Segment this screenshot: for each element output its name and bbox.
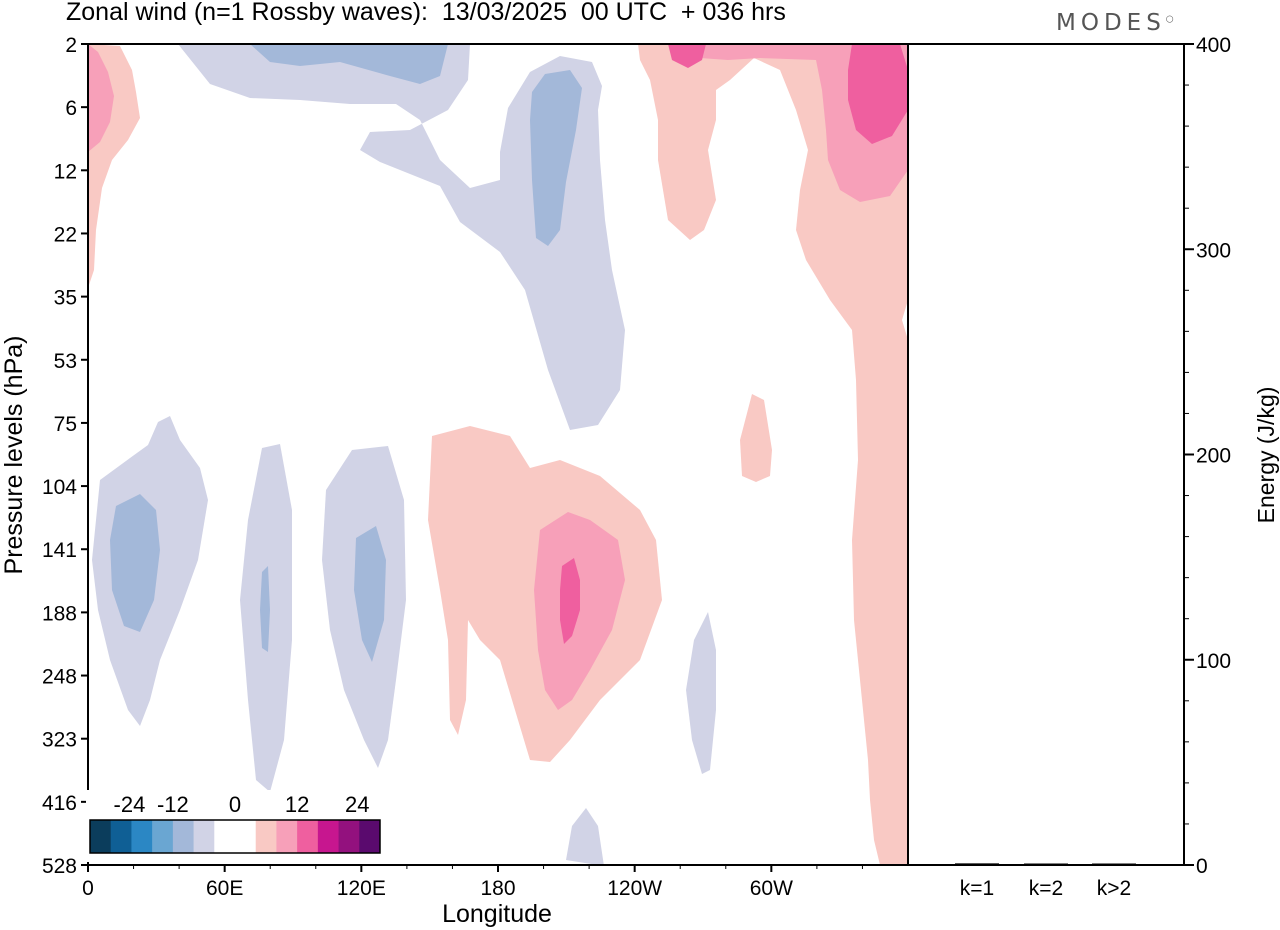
y-tick-label: 22 — [54, 223, 77, 246]
contour-neg-bottom — [566, 808, 604, 865]
contour-neg-60e-core — [260, 566, 270, 652]
y-tick-label: 416 — [42, 792, 77, 815]
energy-bar — [955, 863, 999, 865]
y-tick-label: 6 — [65, 97, 77, 120]
colorbar-frame — [89, 819, 381, 854]
colorbar-swatch — [338, 820, 360, 853]
colorbar-swatch — [90, 820, 112, 853]
energy-axis: 0 100 200 300 400 — [1184, 34, 1231, 878]
y-tick-label: 53 — [54, 350, 77, 373]
energy-tick-label: 400 — [1196, 34, 1231, 57]
colorbar-swatch — [359, 820, 381, 853]
colorbar-swatch — [152, 820, 174, 853]
x-tick-label: 0 — [82, 877, 94, 900]
y-tick-label: 12 — [54, 160, 77, 183]
colorbar-tick-label: -24 — [114, 792, 146, 817]
x-tick-label: 60W — [750, 877, 793, 900]
contour-pos-top-small — [668, 44, 706, 68]
energy-category-label: k=2 — [1029, 877, 1063, 900]
colorbar-tick-label: 24 — [345, 792, 369, 817]
y-tick-label: 248 — [42, 666, 77, 689]
energy-bar — [1092, 863, 1136, 865]
energy-bar — [1024, 863, 1068, 865]
y-tick-label: 323 — [42, 729, 77, 752]
contour-neg-top-inner — [250, 44, 448, 84]
contour-pos-180-core — [560, 558, 580, 644]
colorbar-swatch — [193, 820, 215, 853]
colorbar-swatch — [276, 820, 298, 853]
colorbar: -24 -12 0 12 24 — [86, 790, 384, 862]
longitude-axis: 0 60E 120E 180 120W 60W — [82, 865, 863, 900]
y-tick-label: 188 — [42, 602, 77, 625]
contour-neg-60w — [686, 612, 716, 774]
y-tick-label: 75 — [54, 413, 77, 436]
energy-tick-label: 300 — [1196, 239, 1231, 262]
contour-pos-upper-right-core — [848, 44, 908, 144]
colorbar-swatch — [172, 820, 195, 853]
contour-pos-upper-left-inner — [88, 44, 114, 152]
x-tick-label: 180 — [480, 877, 515, 900]
energy-tick-label: 200 — [1196, 445, 1231, 468]
energy-axis-label: Energy (J/kg) — [1253, 387, 1279, 524]
colorbar-swatch — [235, 820, 257, 853]
energy-bars: k=1 k=2 k>2 — [955, 863, 1136, 900]
colorbar-tick-label: 0 — [229, 792, 241, 817]
x-axis-label: Longitude — [442, 900, 552, 928]
x-tick-label: 120E — [337, 877, 386, 900]
y-axis-label: Pressure levels (hPa) — [0, 336, 28, 575]
energy-category-label: k=1 — [960, 877, 994, 900]
y-tick-label: 528 — [42, 855, 77, 878]
chart-title: Zonal wind (n=1 Rossby waves): 13/03/202… — [66, 0, 786, 26]
x-tick-label: 60E — [206, 877, 243, 900]
colorbar-swatch — [317, 820, 340, 853]
colorbar-swatch — [255, 820, 277, 853]
colorbar-swatch — [297, 820, 319, 853]
y-tick-label: 35 — [54, 287, 77, 310]
contour-neg-left-core — [110, 494, 160, 632]
y-tick-label: 141 — [42, 539, 77, 562]
brand-logo: MODES○ — [1056, 10, 1174, 36]
energy-category-label: k>2 — [1097, 877, 1131, 900]
contour-pos-upper-right — [638, 44, 908, 865]
energy-tick-label: 0 — [1196, 855, 1208, 878]
colorbar-tick-label: -12 — [157, 792, 189, 817]
colorbar-swatch — [110, 820, 132, 853]
colorbar-tick-label: 12 — [285, 792, 309, 817]
energy-tick-label: 100 — [1196, 650, 1231, 673]
pressure-axis: 2 6 12 22 35 53 75 104 141 188 248 323 416 528 — [42, 34, 88, 878]
contour-field — [88, 44, 908, 865]
contour-neg-120e-core — [354, 526, 386, 662]
contour-neg-core-180 — [530, 70, 582, 246]
contour-neg-top-band — [178, 44, 625, 430]
energy-panel-frame — [907, 43, 1185, 866]
x-tick-label: 120W — [607, 877, 662, 900]
colorbar-swatch — [131, 820, 153, 853]
y-tick-label: 2 — [65, 34, 77, 57]
colorbar-swatch — [214, 820, 236, 853]
y-tick-label: 104 — [42, 476, 77, 499]
contour-pos-60w-small — [740, 394, 772, 482]
